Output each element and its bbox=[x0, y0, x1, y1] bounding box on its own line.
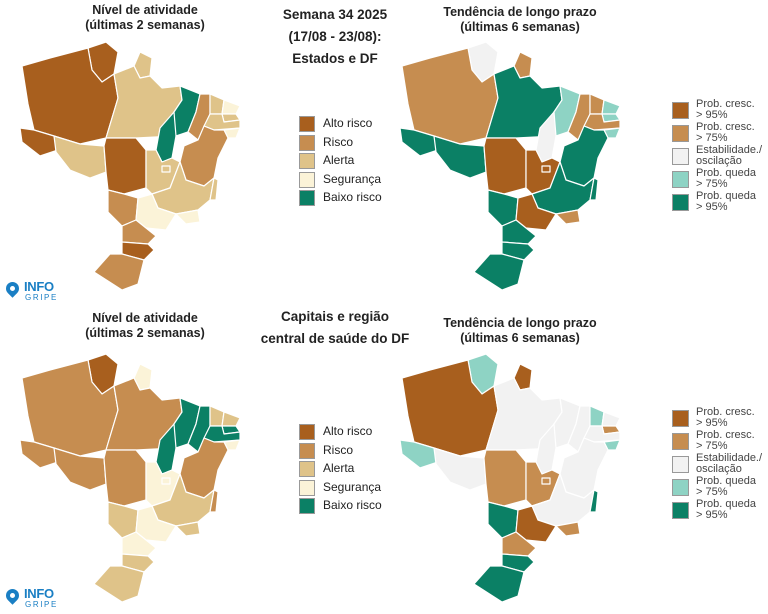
legend-label: Baixo risco bbox=[323, 190, 382, 204]
legend-swatch bbox=[672, 125, 689, 142]
logo-word-gripe: GRIPE bbox=[25, 600, 58, 609]
bottom-center-title: Capitais e região central de saúde do DF bbox=[260, 309, 410, 346]
bottom-activity-title: Nível de atividade (últimas 2 semanas) bbox=[85, 311, 205, 340]
state-es bbox=[209, 177, 219, 201]
state-rs bbox=[473, 253, 525, 291]
legend-label: Prob. queda > 95% bbox=[696, 190, 756, 213]
state-ro bbox=[433, 447, 487, 491]
legend-label: Prob. cresc. > 95% bbox=[696, 98, 755, 121]
state-ba bbox=[559, 125, 609, 187]
state-rj bbox=[555, 521, 581, 537]
legend-label: Estabilidade./ oscilação bbox=[696, 452, 763, 475]
state-rs bbox=[93, 565, 145, 603]
legend-swatch bbox=[672, 410, 689, 427]
location-pin-icon bbox=[3, 586, 22, 605]
bottom-activity-map bbox=[19, 353, 241, 603]
legend-label: Prob. cresc. > 75% bbox=[696, 121, 755, 144]
legend-swatch bbox=[672, 171, 689, 188]
state-mt bbox=[103, 137, 147, 195]
state-mt bbox=[483, 449, 527, 507]
state-mt bbox=[103, 449, 147, 507]
legend-swatch bbox=[299, 461, 315, 477]
state-rn bbox=[601, 99, 621, 115]
top-activity-map bbox=[19, 41, 241, 291]
logo-word-gripe: GRIPE bbox=[25, 293, 58, 302]
state-ro bbox=[53, 447, 107, 491]
state-rs bbox=[93, 253, 145, 291]
state-df bbox=[161, 165, 171, 173]
state-ba bbox=[179, 125, 229, 187]
legend-swatch bbox=[672, 148, 689, 165]
legend-swatch bbox=[299, 190, 315, 206]
top-infogripe-logo: INFO GRIPE bbox=[3, 279, 66, 305]
state-rn bbox=[221, 411, 241, 427]
state-rj bbox=[175, 209, 201, 225]
legend-label: Alerta bbox=[323, 153, 355, 167]
top-trend-title: Tendência de longo prazo (últimas 6 sema… bbox=[443, 5, 597, 34]
state-es bbox=[589, 177, 599, 201]
bottom-trend-map bbox=[399, 353, 621, 603]
state-sc bbox=[121, 241, 155, 261]
legend-swatch bbox=[299, 153, 315, 169]
state-es bbox=[589, 489, 599, 513]
state-df bbox=[541, 477, 551, 485]
legend-swatch bbox=[672, 433, 689, 450]
state-mt bbox=[483, 137, 527, 195]
state-df bbox=[541, 165, 551, 173]
legend-swatch bbox=[299, 442, 315, 459]
top-activity-title: Nível de atividade (últimas 2 semanas) bbox=[85, 3, 205, 32]
legend-label: Alto risco bbox=[323, 116, 373, 130]
legend-label: Segurança bbox=[323, 171, 382, 186]
legend-swatch bbox=[299, 171, 315, 188]
legend-label: Risco bbox=[323, 442, 354, 457]
state-ro bbox=[433, 135, 487, 179]
state-rj bbox=[555, 209, 581, 225]
state-df bbox=[161, 477, 171, 485]
state-rn bbox=[221, 99, 241, 115]
location-pin-icon bbox=[3, 279, 22, 298]
legend-swatch bbox=[299, 134, 315, 151]
legend-swatch bbox=[672, 194, 689, 211]
legend-label: Estabilidade./ oscilação bbox=[696, 144, 763, 167]
legend-swatch bbox=[299, 479, 315, 496]
legend-label: Baixo risco bbox=[323, 498, 382, 512]
legend-label: Prob. queda > 95% bbox=[696, 498, 756, 521]
legend-swatch bbox=[299, 498, 315, 514]
legend-label: Segurança bbox=[323, 479, 382, 494]
legend-label: Prob. cresc. > 75% bbox=[696, 429, 755, 452]
state-es bbox=[209, 489, 219, 513]
state-sc bbox=[501, 241, 535, 261]
state-rs bbox=[473, 565, 525, 603]
logo-word-info: INFO bbox=[24, 586, 54, 601]
legend-label: Prob. cresc. > 95% bbox=[696, 406, 755, 429]
state-sc bbox=[501, 553, 535, 573]
legend-swatch bbox=[672, 479, 689, 496]
legend-swatch bbox=[672, 502, 689, 519]
state-rj bbox=[175, 521, 201, 537]
legend-label: Alto risco bbox=[323, 424, 373, 438]
bottom-infogripe-logo: INFO GRIPE bbox=[3, 586, 66, 612]
state-rn bbox=[601, 411, 621, 427]
legend-label: Risco bbox=[323, 134, 354, 149]
logo-word-info: INFO bbox=[24, 279, 54, 294]
legend-label: Prob. queda > 75% bbox=[696, 475, 756, 498]
state-sc bbox=[121, 553, 155, 573]
legend-label: Alerta bbox=[323, 461, 355, 475]
legend-label: Prob. queda > 75% bbox=[696, 167, 756, 190]
legend-swatch bbox=[299, 116, 315, 132]
bottom-trend-title: Tendência de longo prazo (últimas 6 sema… bbox=[443, 316, 597, 345]
state-ba bbox=[179, 437, 229, 499]
top-center-title: Semana 34 2025 (17/08 - 23/08): Estados … bbox=[282, 7, 388, 66]
state-ba bbox=[559, 437, 609, 499]
legend-swatch bbox=[672, 456, 689, 473]
legend-swatch bbox=[672, 102, 689, 119]
top-trend-map bbox=[399, 41, 621, 291]
state-ro bbox=[53, 135, 107, 179]
legend-swatch bbox=[299, 424, 315, 440]
